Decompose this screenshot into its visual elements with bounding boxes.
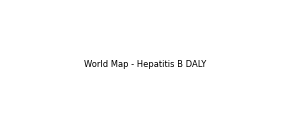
Text: World Map - Hepatitis B DALY: World Map - Hepatitis B DALY bbox=[84, 60, 206, 69]
